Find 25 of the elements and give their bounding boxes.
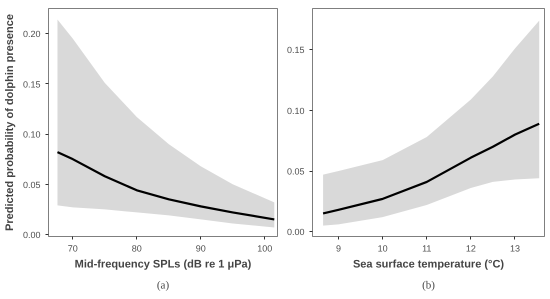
y-tick-label: 0.15	[286, 45, 305, 56]
x-tick-label: 9	[336, 244, 342, 254]
x-tick-label: 11	[422, 244, 432, 254]
x-tick-label: 100	[257, 244, 272, 254]
x-axis-title: Mid-frequency SPLs (dB re 1 μPa)	[74, 258, 252, 270]
line-series	[322, 122, 540, 215]
y-tick-label: 0.20	[22, 29, 41, 40]
line-series	[56, 151, 276, 221]
y-tick-label: 0.00	[286, 227, 305, 238]
y-tick-label: 0.10	[286, 106, 305, 116]
y-tick-label: 0.10	[22, 130, 41, 140]
y-axis-title: Predicted probability of dolphin presence	[4, 14, 16, 231]
x-tick-label: 80	[132, 244, 142, 254]
y-tick-label: 0.00	[22, 230, 41, 240]
y-tick-label: 0.05	[286, 166, 305, 177]
text: (b)	[422, 280, 436, 292]
x-tick-label: 12	[466, 244, 476, 254]
x-tick-label: 90	[196, 244, 206, 254]
x-axis-title: Sea surface temperature (°C)	[352, 258, 504, 270]
text: (a)	[156, 280, 170, 292]
y-tick-label: 0.15	[22, 79, 41, 90]
x-tick-label: 10	[378, 244, 388, 254]
y-tick-label: 0.05	[22, 180, 41, 190]
x-tick-label: 13	[510, 244, 520, 254]
x-tick-label: 70	[68, 244, 78, 254]
